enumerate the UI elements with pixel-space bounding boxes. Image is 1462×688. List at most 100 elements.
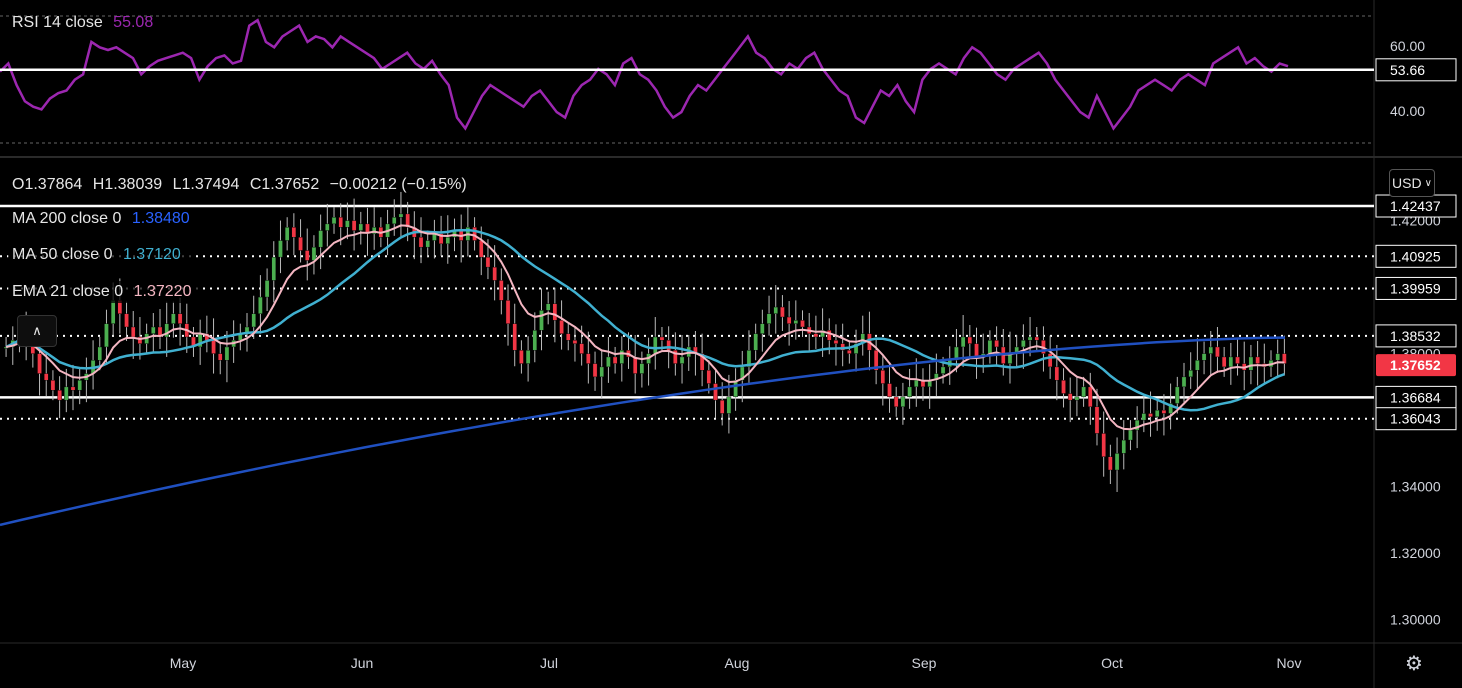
candle-body bbox=[1141, 413, 1147, 421]
candle-body bbox=[264, 280, 270, 298]
level-badge bbox=[1375, 276, 1457, 300]
candle-body bbox=[539, 310, 544, 331]
candle-body bbox=[847, 350, 852, 354]
chevron-down-icon: ∨ bbox=[1424, 177, 1432, 189]
rsi-label: RSI 14 close bbox=[12, 14, 103, 31]
candle-body bbox=[592, 363, 598, 378]
candle-body bbox=[371, 227, 377, 235]
time-tick-label: Jul bbox=[540, 655, 558, 671]
rsi-level-badge bbox=[1375, 58, 1457, 82]
candle-body bbox=[171, 313, 176, 324]
candle-body bbox=[485, 256, 491, 268]
candle-body bbox=[773, 306, 779, 314]
candle-body bbox=[914, 380, 919, 388]
candle-body bbox=[1094, 406, 1100, 434]
candle-body bbox=[398, 213, 404, 218]
close-value: 1.37652 bbox=[261, 176, 320, 193]
candle-body bbox=[1175, 386, 1180, 404]
candle-body bbox=[1154, 409, 1160, 418]
candle-body bbox=[1235, 356, 1240, 364]
candle-body bbox=[793, 320, 799, 324]
candle-body bbox=[746, 350, 752, 368]
ma50-legend[interactable]: MA 50 close 0 1.37120 bbox=[8, 244, 191, 266]
candle-body bbox=[766, 313, 772, 324]
candle-body bbox=[813, 333, 819, 338]
open-value: 1.37864 bbox=[24, 176, 83, 193]
price-tick-label: 1.30000 bbox=[1390, 612, 1441, 628]
candle-body bbox=[325, 223, 330, 231]
candle-body bbox=[599, 366, 605, 378]
candle-body bbox=[994, 340, 999, 348]
candle-body bbox=[659, 336, 665, 341]
candle-body bbox=[753, 333, 758, 351]
candle-body bbox=[1114, 453, 1120, 471]
level-badge bbox=[1375, 244, 1457, 268]
close-label: C bbox=[249, 176, 262, 193]
candle-body bbox=[512, 323, 517, 351]
candle-body bbox=[177, 313, 183, 324]
candle-body bbox=[418, 236, 424, 248]
gear-icon[interactable]: ⚙ bbox=[1405, 653, 1423, 675]
level-label: 1.38532 bbox=[1390, 328, 1441, 344]
collapse-legend-button[interactable]: ∧ bbox=[17, 315, 57, 347]
level-label: 1.36684 bbox=[1390, 389, 1441, 405]
candle-body bbox=[1168, 403, 1173, 414]
candle-body bbox=[251, 313, 256, 328]
candle-body bbox=[271, 256, 277, 281]
time-tick-label: Oct bbox=[1101, 655, 1123, 671]
candle-body bbox=[110, 300, 116, 324]
candle-body bbox=[525, 350, 531, 364]
candle-body bbox=[552, 303, 558, 321]
candle-body bbox=[827, 330, 832, 341]
candle-body bbox=[104, 323, 109, 348]
time-tick-label: Jun bbox=[351, 655, 374, 671]
candle-body bbox=[880, 370, 886, 384]
candle-body bbox=[1134, 419, 1140, 431]
candle-body bbox=[1148, 413, 1153, 418]
candle-body bbox=[954, 346, 959, 361]
candle-body bbox=[1228, 356, 1234, 368]
candle-body bbox=[1054, 366, 1060, 381]
ma50-label: MA 50 close 0 bbox=[12, 246, 113, 263]
candle-body bbox=[499, 280, 504, 301]
chevron-up-icon: ∧ bbox=[32, 323, 42, 338]
candle-body bbox=[1221, 356, 1227, 368]
ma200-label: MA 200 close 0 bbox=[12, 210, 122, 227]
candle-body bbox=[786, 316, 792, 324]
rsi-level-label: 53.66 bbox=[1390, 62, 1425, 78]
candle-body bbox=[706, 370, 712, 384]
candle-body bbox=[565, 333, 571, 341]
candle-body bbox=[559, 320, 564, 334]
candle-body bbox=[64, 386, 69, 401]
candle-body bbox=[1021, 340, 1026, 348]
candle-body bbox=[1248, 356, 1254, 371]
level-badge bbox=[1375, 324, 1457, 348]
ema21-legend[interactable]: EMA 21 close 0 1.37220 bbox=[8, 281, 202, 303]
candle-body bbox=[1061, 380, 1066, 394]
candle-body bbox=[632, 356, 638, 374]
candle-body bbox=[699, 353, 705, 371]
candle-body bbox=[780, 306, 785, 318]
rsi-line bbox=[0, 18, 1289, 131]
candle-body bbox=[1161, 409, 1167, 414]
candle-body bbox=[1121, 439, 1127, 454]
candle-body bbox=[572, 340, 578, 344]
candle-body bbox=[425, 240, 430, 248]
ma200-legend[interactable]: MA 200 close 0 1.38480 bbox=[8, 208, 200, 230]
last-price-label: 1.37652 bbox=[1390, 357, 1441, 373]
candle-body bbox=[77, 380, 82, 391]
candle-body bbox=[405, 213, 410, 228]
candle-body bbox=[70, 386, 76, 391]
candle-body bbox=[137, 336, 143, 344]
candle-body bbox=[37, 353, 42, 374]
candle-body bbox=[345, 220, 350, 228]
candle-body bbox=[545, 303, 551, 311]
candle-body bbox=[492, 266, 497, 281]
currency-button[interactable]: USD ∨ bbox=[1389, 169, 1435, 197]
candle-body bbox=[893, 396, 899, 408]
candle-body bbox=[833, 340, 839, 344]
candle-body bbox=[519, 350, 524, 364]
candle-body bbox=[987, 340, 993, 354]
ema21-line bbox=[5, 224, 1285, 431]
